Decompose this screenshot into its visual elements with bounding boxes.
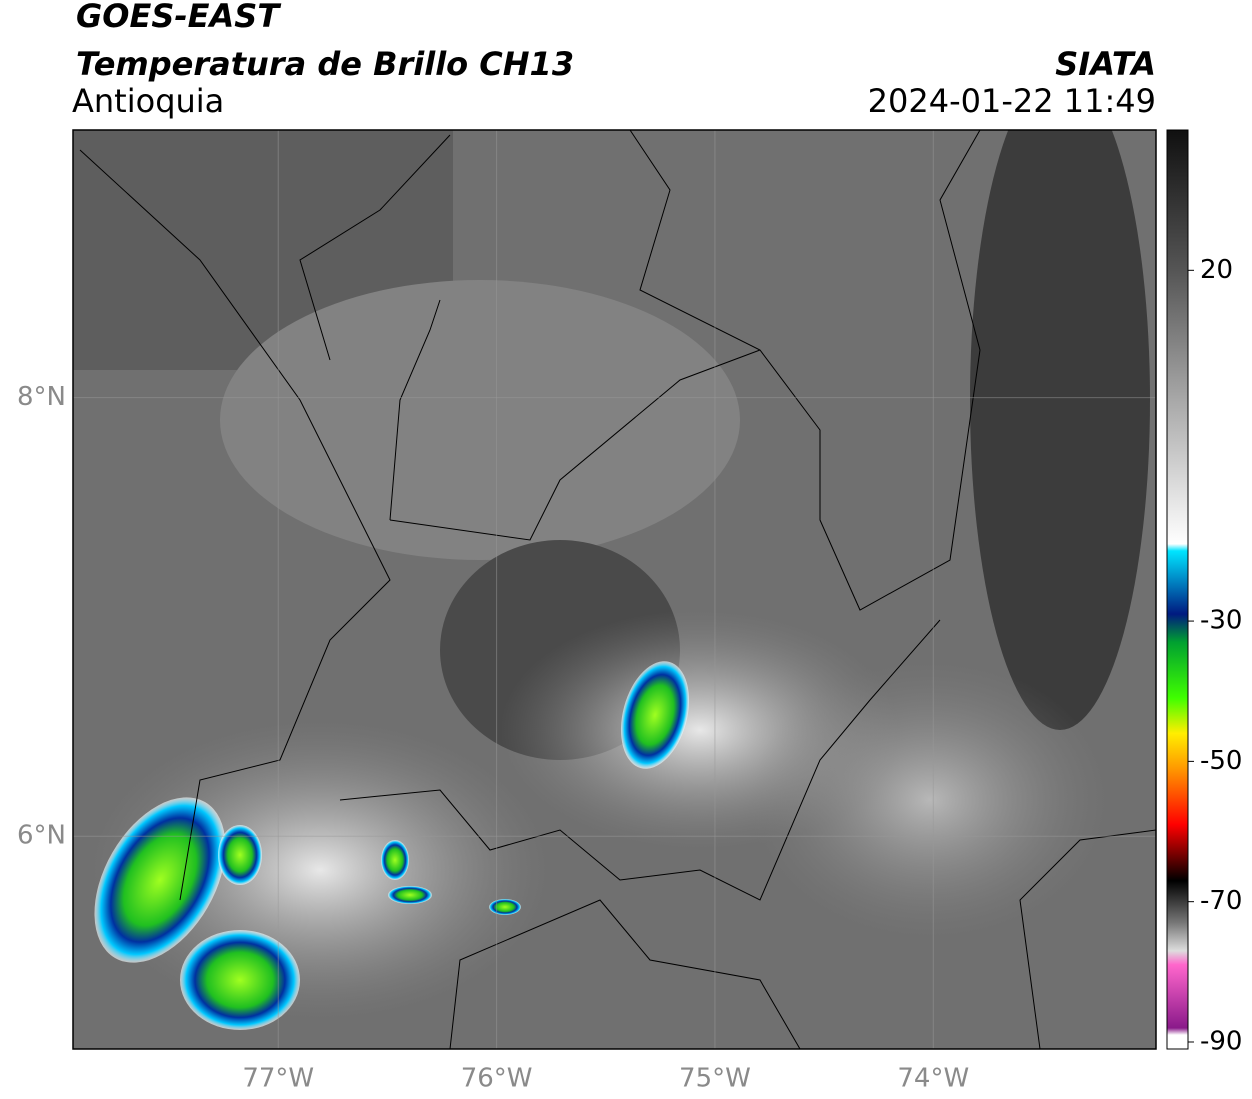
colorbar-tick-label: -90 [1200,1026,1242,1056]
x-tick-label: 75°W [679,1064,751,1094]
colorbar-tick-label: -30 [1200,606,1242,636]
map-frame [72,129,1157,1050]
source: SIATA [1055,45,1156,83]
x-tick-label: 76°W [461,1064,533,1094]
satellite: GOES-EAST [76,0,281,35]
colorbar-fill [1166,129,1189,1050]
colorbar-tick-label: -50 [1200,746,1242,776]
graticule [73,130,1156,1049]
x-tick-label: 77°W [242,1064,314,1094]
colorbar: -90 -70 -50 -30 20 [1166,129,1242,1056]
y-tick-label: 6°N [17,821,66,851]
colorbar-tick-label: 20 [1200,255,1233,285]
colorbar-tick-label: -70 [1200,886,1242,916]
region: Antioquia [72,82,224,120]
datetime: 2024-01-22 11:49 [868,82,1156,120]
map-image [73,130,1156,1049]
product: Temperatura de Brillo CH13 [76,45,574,83]
y-tick-label: 8°N [17,382,66,412]
x-tick-label: 74°W [897,1064,969,1094]
